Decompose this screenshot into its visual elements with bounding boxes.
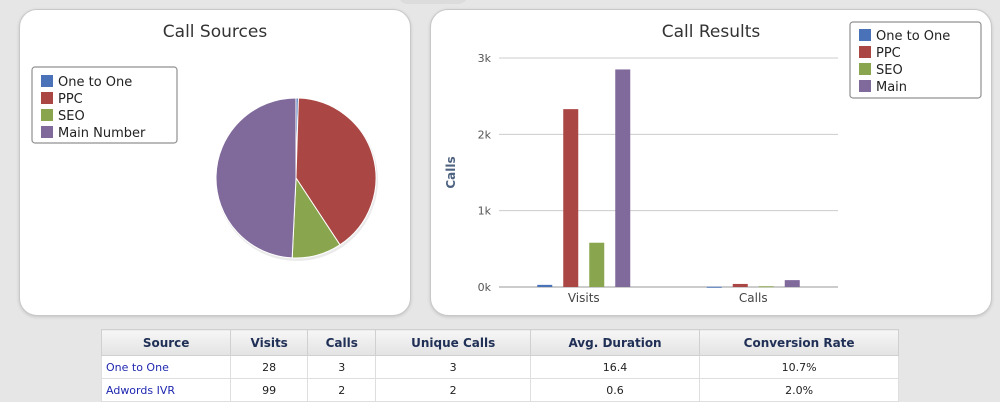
legend-swatch-ppc [41,92,53,104]
legend-label-seo[interactable]: SEO [58,109,85,124]
unique-calls-cell: 2 [375,378,531,402]
col-header-source[interactable]: Source [100,329,232,356]
bar-one-to-one-calls[interactable] [706,286,722,288]
legend-swatch-seo [41,109,53,121]
pie-slice-main-number[interactable] [215,97,297,259]
y-tick-label: 3k [478,52,492,65]
legend-label-one-to-one[interactable]: One to One [876,29,950,44]
table-row: One to One 28 3 3 16.4 10.7% [100,355,899,379]
col-header-avg-duration[interactable]: Avg. Duration [529,329,701,356]
conversion-rate-cell: 2.0% [699,378,899,402]
bar-one-to-one-visits[interactable] [537,284,553,287]
bar-seo-calls[interactable] [758,286,774,288]
bar-ppc-calls[interactable] [732,283,748,287]
legend-swatch-one-to-one [41,75,53,87]
avg-duration-cell: 16.4 [529,355,701,379]
legend-swatch-ppc [859,46,871,58]
call-results-bar-chart: 0k 1k 2k 3k Calls Visits Calls One to One PPC SEO… [444,21,982,305]
legend-swatch-seo [859,63,871,75]
unique-calls-cell: 3 [375,355,531,379]
legend-label-ppc[interactable]: PPC [58,92,83,107]
table-header-row: Source Visits Calls Unique Calls Avg. Du… [100,329,899,356]
pie-chart-title: Call Sources [162,22,268,42]
call-results-panel: Call Results 0k 1k 2k 3k Calls Visits Calls One… [430,9,992,316]
y-axis-title: Calls [444,156,458,188]
visits-cell: 28 [230,355,309,379]
bar-seo-visits[interactable] [589,242,605,287]
y-tick-label: 1k [478,205,492,218]
legend-label-main-number[interactable]: Main Number [58,126,146,141]
visits-cell: 99 [230,378,309,402]
source-link[interactable]: One to One [100,355,232,379]
x-tick-label-visits: Visits [568,291,600,305]
bar-main-visits[interactable] [615,69,631,287]
bar-main-calls[interactable] [784,280,800,287]
table-row: Adwords IVR 99 2 2 0.6 2.0% [100,378,899,402]
bar-ppc-visits[interactable] [563,109,579,287]
col-header-conversion-rate[interactable]: Conversion Rate [699,329,899,356]
x-tick-label-calls: Calls [739,291,768,305]
avg-duration-cell: 0.6 [529,378,701,402]
legend-label-ppc[interactable]: PPC [876,46,901,61]
y-tick-label: 0k [478,281,492,294]
legend-swatch-one-to-one [859,29,871,41]
conversion-rate-cell: 10.7% [699,355,899,379]
legend-swatch-main-number [41,126,53,138]
source-stats-table: Source Visits Calls Unique Calls Avg. Du… [100,329,899,402]
bar-chart-title: Call Results [661,22,761,42]
legend-label-one-to-one[interactable]: One to One [58,75,132,90]
pie-legend-box [31,66,178,144]
col-header-unique-calls[interactable]: Unique Calls [375,329,531,356]
legend-label-main[interactable]: Main [876,80,907,95]
source-link[interactable]: Adwords IVR [100,378,232,402]
legend-swatch-main [859,80,871,92]
top-tab [398,0,468,4]
call-sources-panel: Call Sources One to One PPC SEO Main Number [19,9,411,316]
col-header-visits[interactable]: Visits [230,329,309,356]
legend-label-seo[interactable]: SEO [876,63,903,78]
calls-cell: 2 [307,378,377,402]
call-sources-pie-chart: One to One PPC SEO Main Number [31,66,378,261]
bar-legend-box [849,21,982,99]
y-tick-label: 2k [478,128,492,141]
calls-cell: 3 [307,355,377,379]
col-header-calls[interactable]: Calls [307,329,377,356]
